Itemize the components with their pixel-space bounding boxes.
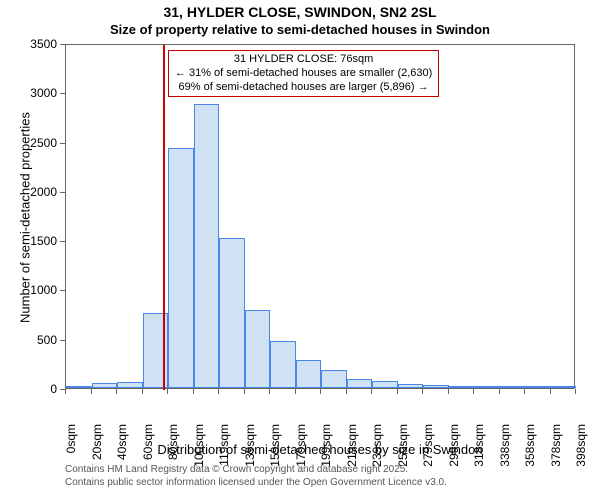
x-tick-mark <box>167 389 168 394</box>
x-tick-label: 338sqm <box>498 424 512 472</box>
histogram-bar <box>551 386 577 388</box>
x-tick-mark <box>218 389 219 394</box>
chart-container: 31, HYLDER CLOSE, SWINDON, SN2 2SL Size … <box>0 0 600 500</box>
x-tick-label: 358sqm <box>523 424 537 472</box>
info-box-line2: ← 31% of semi-detached houses are smalle… <box>175 67 432 81</box>
histogram-bar <box>245 310 271 388</box>
x-tick-label: 139sqm <box>243 424 257 472</box>
x-tick-label: 398sqm <box>574 424 588 472</box>
x-tick-label: 199sqm <box>319 424 333 472</box>
x-tick-mark <box>397 389 398 394</box>
x-tick-label: 378sqm <box>549 424 563 472</box>
histogram-bar <box>398 384 424 388</box>
y-tick-mark <box>60 241 65 242</box>
y-tick-label: 1500 <box>17 234 57 248</box>
chart-title-1: 31, HYLDER CLOSE, SWINDON, SN2 2SL <box>0 0 600 22</box>
histogram-bar <box>321 370 347 388</box>
x-tick-label: 20sqm <box>90 424 104 472</box>
x-tick-mark <box>65 389 66 394</box>
y-tick-mark <box>60 340 65 341</box>
y-tick-label: 2500 <box>17 136 57 150</box>
x-tick-label: 219sqm <box>345 424 359 472</box>
x-tick-label: 119sqm <box>217 424 231 472</box>
x-tick-mark <box>473 389 474 394</box>
histogram-bar <box>347 379 373 388</box>
histogram-bar <box>296 360 322 388</box>
x-tick-label: 80sqm <box>166 424 180 472</box>
x-tick-mark <box>295 389 296 394</box>
x-tick-label: 60sqm <box>141 424 155 472</box>
histogram-bar <box>270 341 296 388</box>
chart-title-2: Size of property relative to semi-detach… <box>0 22 600 38</box>
y-tick-mark <box>60 44 65 45</box>
y-tick-label: 3500 <box>17 37 57 51</box>
x-tick-mark <box>244 389 245 394</box>
x-tick-mark <box>448 389 449 394</box>
x-tick-label: 279sqm <box>421 424 435 472</box>
x-tick-mark <box>91 389 92 394</box>
histogram-bar <box>423 385 449 388</box>
x-tick-mark <box>524 389 525 394</box>
histogram-bar <box>500 386 526 388</box>
y-tick-label: 0 <box>17 382 57 396</box>
histogram-bar <box>66 386 92 388</box>
x-tick-label: 299sqm <box>447 424 461 472</box>
x-tick-mark <box>346 389 347 394</box>
x-tick-mark <box>116 389 117 394</box>
x-tick-label: 0sqm <box>64 424 78 472</box>
x-tick-label: 318sqm <box>472 424 486 472</box>
x-tick-label: 159sqm <box>268 424 282 472</box>
histogram-bar <box>474 386 500 388</box>
x-tick-mark <box>193 389 194 394</box>
histogram-bar <box>92 383 118 388</box>
y-tick-mark <box>60 93 65 94</box>
x-tick-label: 40sqm <box>115 424 129 472</box>
y-tick-mark <box>60 192 65 193</box>
x-tick-mark <box>142 389 143 394</box>
footer-line2: Contains public sector information licen… <box>65 477 447 490</box>
y-tick-label: 1000 <box>17 283 57 297</box>
property-marker-line <box>163 45 165 390</box>
histogram-bar <box>449 386 475 388</box>
histogram-bar <box>194 104 220 388</box>
x-tick-label: 100sqm <box>192 424 206 472</box>
y-tick-mark <box>60 143 65 144</box>
histogram-bar <box>168 148 194 388</box>
y-tick-mark <box>60 290 65 291</box>
y-tick-label: 3000 <box>17 86 57 100</box>
info-box-line3: 69% of semi-detached houses are larger (… <box>175 81 432 95</box>
x-tick-label: 239sqm <box>370 424 384 472</box>
x-tick-label: 259sqm <box>396 424 410 472</box>
y-tick-label: 2000 <box>17 185 57 199</box>
x-tick-mark <box>499 389 500 394</box>
x-tick-mark <box>320 389 321 394</box>
histogram-bar <box>372 381 398 388</box>
y-tick-label: 500 <box>17 333 57 347</box>
info-box: 31 HYLDER CLOSE: 76sqm ← 31% of semi-det… <box>168 50 439 97</box>
x-tick-mark <box>422 389 423 394</box>
histogram-bar <box>525 386 551 388</box>
y-axis-label: Number of semi-detached properties <box>18 98 33 338</box>
info-box-line1: 31 HYLDER CLOSE: 76sqm <box>175 53 432 67</box>
x-tick-mark <box>371 389 372 394</box>
histogram-bar <box>117 382 143 388</box>
x-tick-mark <box>550 389 551 394</box>
histogram-bar <box>219 238 245 388</box>
x-tick-mark <box>269 389 270 394</box>
x-tick-mark <box>575 389 576 394</box>
x-tick-label: 179sqm <box>294 424 308 472</box>
